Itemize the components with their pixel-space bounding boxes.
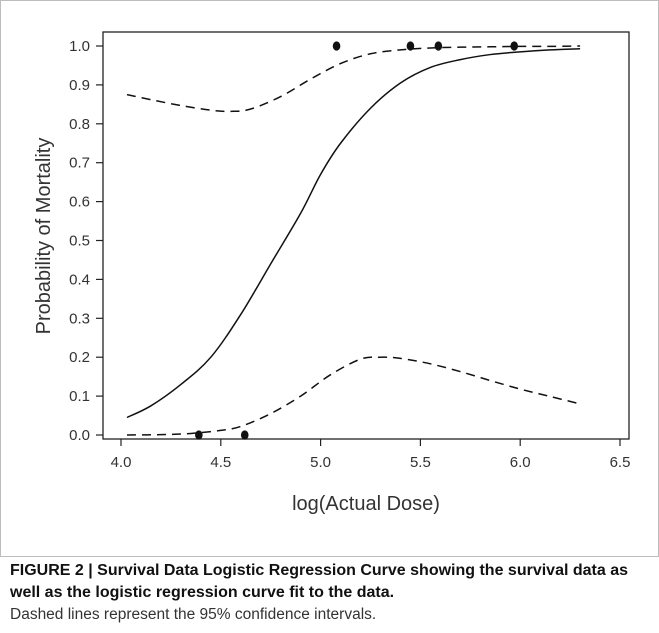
lower-confidence-curve	[126, 356, 581, 436]
plot-area	[102, 31, 630, 440]
upper-confidence-curve	[126, 45, 581, 113]
y-tick-label: 0.0	[69, 427, 90, 444]
x-tick-label: 4.0	[111, 454, 132, 471]
data-point	[406, 41, 415, 51]
y-tick-label: 1.0	[69, 38, 90, 55]
data-point	[240, 430, 249, 440]
data-points	[195, 41, 519, 440]
y-tick-label: 0.7	[69, 155, 90, 172]
x-tick-label: 4.5	[210, 454, 231, 471]
y-axis-label: Probability of Mortality	[33, 138, 55, 335]
y-tick-label: 0.2	[69, 349, 90, 366]
y-tick-label: 0.8	[69, 116, 90, 133]
x-tick-label: 6.5	[610, 454, 631, 471]
figure-caption: FIGURE 2 | Survival Data Logistic Regres…	[10, 560, 650, 626]
y-tick-label: 0.1	[69, 388, 90, 405]
y-tick-label: 0.4	[69, 271, 90, 288]
figure-frame	[0, 0, 659, 557]
caption-body: Dashed lines represent the 95% confidenc…	[10, 606, 377, 623]
axis-ticks: 4.0 4.5 5.0 5.5 6.0 6.5 0.0 0.1 0.2 0.3 0.4 0.5 0.6 0…	[69, 38, 630, 471]
data-point	[332, 41, 341, 51]
curves	[126, 45, 581, 436]
caption-title: FIGURE 2 | Survival Data Logistic Regres…	[10, 562, 628, 601]
data-point	[434, 41, 443, 51]
y-tick-label: 0.3	[69, 310, 90, 327]
y-tick-label: 0.5	[69, 233, 90, 250]
x-axis-label: log(Actual Dose)	[292, 493, 440, 515]
y-tick-label: 0.9	[69, 77, 90, 94]
data-point	[195, 430, 203, 440]
fitted-curve	[126, 47, 581, 419]
x-tick-label: 5.5	[410, 454, 431, 471]
survival-chart: 4.0 4.5 5.0 5.5 6.0 6.5 0.0 0.1 0.2 0.3 0.4 0.5 0.6 0…	[33, 31, 630, 515]
y-tick-label: 0.6	[69, 194, 90, 211]
x-tick-label: 5.0	[310, 454, 331, 471]
x-tick-label: 6.0	[510, 454, 531, 471]
data-point	[510, 41, 519, 51]
